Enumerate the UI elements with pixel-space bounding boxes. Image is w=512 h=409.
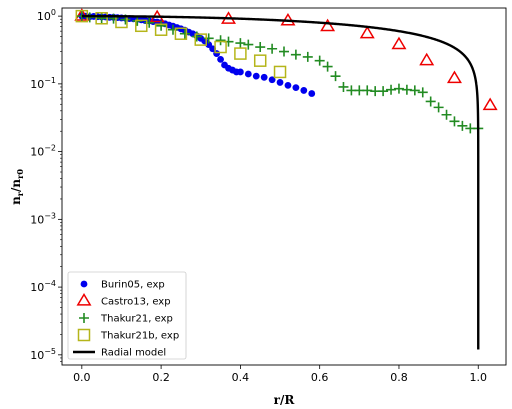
legend-box bbox=[67, 271, 187, 360]
series-3-point-3 bbox=[135, 19, 148, 33]
x-tick-label-2: 0.4 bbox=[232, 371, 250, 384]
series-2-point-33 bbox=[409, 85, 420, 96]
legend-label-1: Castro13, exp bbox=[101, 297, 171, 308]
series-0-point-40 bbox=[236, 68, 244, 76]
series-2-point-31 bbox=[393, 83, 404, 94]
x-tick-label-3: 0.6 bbox=[311, 371, 329, 384]
x-tick-label-4: 0.8 bbox=[390, 371, 408, 384]
legend-label-2: Thakur21, exp bbox=[100, 314, 173, 325]
y-tick-label-0: 100 bbox=[37, 8, 56, 23]
series-2-point-21 bbox=[314, 55, 325, 66]
series-2-point-30 bbox=[386, 84, 397, 95]
legend-label-3: Thakur21b, exp bbox=[100, 331, 179, 342]
series-2-point-16 bbox=[255, 42, 266, 53]
series-radial-model-line bbox=[81, 14, 480, 350]
series-2-point-34 bbox=[417, 87, 428, 98]
y-axis-label: nr/nr0 bbox=[9, 169, 25, 205]
legend: Burin05, exp Castro13, exp Thakur21, exp Th… bbox=[67, 271, 187, 360]
series-2-point-37 bbox=[441, 109, 452, 120]
series-1-point-4 bbox=[320, 18, 336, 32]
series-3-point-10 bbox=[273, 65, 287, 79]
series-2-point-23 bbox=[330, 71, 341, 82]
y-tick-label-1: 10−1 bbox=[30, 76, 56, 91]
series-2-point-6 bbox=[144, 17, 155, 28]
x-tick-label-1: 0.2 bbox=[152, 371, 170, 384]
series-2-point-39 bbox=[457, 120, 468, 131]
x-tick-label-5: 1.0 bbox=[470, 371, 488, 384]
series-0-point-42 bbox=[252, 72, 260, 80]
series-1-point-5 bbox=[359, 25, 375, 39]
series-0-point-46 bbox=[284, 81, 292, 89]
series-2-point-11 bbox=[203, 33, 214, 44]
series-2-point-15 bbox=[243, 39, 254, 50]
series-2-point-18 bbox=[279, 46, 289, 57]
ticks: 0.0 0.2 0.4 0.6 0.8 1.0 100 10−1 10−2 10−3 10−4 10−… bbox=[30, 8, 487, 384]
y-tick-label-2: 10−2 bbox=[30, 144, 56, 159]
series-2-point-29 bbox=[378, 86, 389, 97]
x-tick-label-0: 0.0 bbox=[73, 371, 91, 384]
series-0-point-35 bbox=[217, 55, 224, 63]
series-0-point-34 bbox=[213, 50, 221, 57]
series-2-point-36 bbox=[433, 102, 444, 113]
y-tick-label-4: 10−4 bbox=[30, 279, 56, 294]
series-3-point-8 bbox=[234, 47, 247, 60]
legend-handle-0 bbox=[80, 280, 88, 288]
series-2-point-17 bbox=[267, 43, 278, 54]
series-1-point-7 bbox=[419, 52, 435, 66]
series-2-point-19 bbox=[290, 49, 301, 60]
series-0-point-48 bbox=[300, 87, 308, 94]
series-1-point-6 bbox=[391, 36, 407, 50]
series-2-point-38 bbox=[449, 116, 460, 127]
series-3-point-6 bbox=[194, 33, 207, 46]
series-2-point-9 bbox=[179, 28, 190, 39]
series-0-point-47 bbox=[292, 84, 300, 92]
x-axis-label: r/R bbox=[274, 393, 296, 407]
series-3-point-7 bbox=[214, 40, 227, 54]
legend-handle-2 bbox=[79, 313, 89, 323]
series-1-point-8 bbox=[446, 70, 462, 84]
series-2-point-2 bbox=[96, 13, 107, 24]
series-3-point-1 bbox=[95, 12, 108, 25]
series-2-point-22 bbox=[322, 61, 333, 72]
series-2-point-20 bbox=[302, 51, 313, 62]
series-3-point-9 bbox=[253, 54, 267, 67]
series-0-point-41 bbox=[244, 70, 252, 78]
series-3-point-5 bbox=[174, 27, 188, 40]
series-2-point-24 bbox=[338, 81, 349, 92]
y-tick-label-5: 10−5 bbox=[30, 347, 56, 362]
series-2-point-10 bbox=[191, 31, 202, 42]
series-0-point-43 bbox=[260, 73, 268, 81]
series-1-point-9 bbox=[482, 97, 498, 111]
series-3-point-4 bbox=[154, 23, 168, 36]
series-2-point-35 bbox=[425, 96, 436, 107]
y-tick-label-3: 10−3 bbox=[30, 211, 56, 226]
series-0-point-45 bbox=[276, 79, 284, 86]
legend-label-4: Radial model bbox=[101, 348, 166, 359]
series-2-point-8 bbox=[168, 24, 178, 35]
marks bbox=[74, 8, 498, 350]
series-2-point-14 bbox=[235, 38, 246, 49]
plot-frame bbox=[61, 7, 507, 366]
series-2-point-7 bbox=[156, 20, 167, 31]
series-2-point-12 bbox=[215, 35, 226, 46]
legend-label-0: Burin05, exp bbox=[101, 280, 165, 291]
series-0-point-49 bbox=[308, 90, 316, 97]
legend-handle-3 bbox=[77, 328, 91, 342]
legend-handle-1 bbox=[76, 293, 92, 306]
